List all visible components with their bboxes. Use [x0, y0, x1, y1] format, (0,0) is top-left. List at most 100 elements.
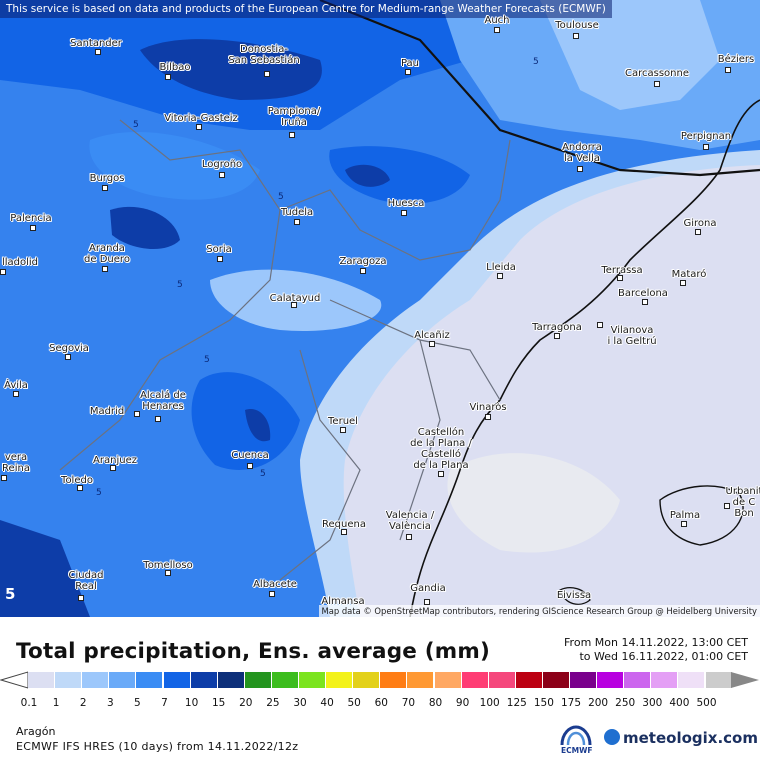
city-label-vitoria: Vitoria-Gasteiz [164, 113, 238, 124]
city-label-eivissa: Eivissa [556, 590, 592, 601]
chart-title: Total precipitation, Ens. average (mm) [16, 639, 491, 664]
scale-tick-label: 150 [533, 697, 554, 709]
city-label-ciudad-real: Ciudad Real [68, 570, 104, 592]
city-marker [294, 219, 300, 225]
scale-tick-label: 500 [696, 697, 717, 709]
city-label-talavera: vera Reina [2, 452, 30, 474]
city-label-lleida: Lleida [486, 262, 516, 273]
scale-tick-label: 7 [161, 697, 168, 709]
city-marker [406, 534, 412, 540]
contour-label: 5 [96, 488, 102, 498]
city-label-terrassa: Terrassa [601, 265, 643, 276]
city-label-urbanitzacio: Urbanit de C Bon [725, 486, 760, 519]
city-label-tarragona: Tarragona [532, 322, 582, 333]
color-swatch [299, 672, 325, 688]
city-label-teruel: Teruel [328, 416, 358, 427]
city-label-huesca: Huesca [387, 198, 425, 209]
city-label-avila: Ávila [4, 380, 28, 391]
color-swatch [542, 672, 569, 688]
city-marker [554, 333, 560, 339]
color-swatch [136, 672, 163, 688]
map-canvas [0, 0, 760, 617]
city-label-toledo: Toledo [61, 475, 93, 486]
ecmwf-logo-icon [560, 725, 592, 746]
color-swatch [326, 672, 353, 688]
city-label-calatayud: Calatayud [269, 293, 321, 304]
scale-tick-label: 80 [428, 697, 443, 709]
scale-tick-label: 300 [642, 697, 663, 709]
color-swatch [380, 672, 407, 688]
city-label-almansa: Almansa [321, 596, 365, 607]
scale-tick-label: 30 [293, 697, 307, 709]
city-label-aranjuez: Aranjuez [93, 455, 137, 466]
ecmwf-logo-text: ECMWF [561, 746, 593, 755]
scale-tick-label: 250 [615, 697, 636, 709]
city-marker [494, 27, 500, 33]
scale-tick-label: 1 [52, 697, 60, 709]
city-marker [102, 266, 108, 272]
city-marker [247, 463, 253, 469]
city-label-vinaros: Vinaròs [469, 402, 507, 413]
scale-tick-label: 5 [134, 697, 141, 709]
color-swatch [488, 672, 515, 688]
scale-tick-label: 125 [506, 697, 527, 709]
city-label-perpignan: Perpignan [680, 131, 732, 142]
city-marker [681, 521, 687, 527]
city-marker [269, 591, 275, 597]
city-label-burgos: Burgos [89, 173, 125, 184]
city-label-vilanova: Vilanova i la Geltrú [607, 325, 657, 347]
color-swatch [407, 672, 434, 688]
city-marker [1, 475, 7, 481]
scale-tick-label: 60 [374, 697, 388, 709]
color-swatch [515, 672, 542, 688]
city-marker [485, 414, 491, 420]
city-marker [401, 210, 407, 216]
period-from: From Mon 14.11.2022, 13:00 CET [564, 636, 748, 649]
scale-tick-label: 400 [669, 697, 690, 709]
city-marker [65, 354, 71, 360]
meteologix-icon[interactable] [604, 729, 620, 745]
contour-label: 5 [133, 120, 139, 130]
contour-label: 5 [533, 57, 539, 67]
city-marker [217, 256, 223, 262]
city-marker [134, 411, 140, 417]
contour-label: 5 [177, 280, 183, 290]
color-scale-bar [0, 670, 760, 690]
scale-tick-label: 70 [401, 697, 416, 709]
city-marker [680, 280, 686, 286]
city-label-logrono: Logroño [201, 159, 243, 170]
legend-panel: Total precipitation, Ens. average (mm) F… [0, 617, 760, 760]
city-label-aranda: Aranda de Duero [84, 243, 130, 265]
contour-label: 5 [278, 192, 284, 202]
scale-tick-label: 3 [106, 697, 114, 709]
precipitation-map[interactable]: This service is based on data and produc… [0, 0, 760, 617]
city-label-madrid: Madrid [89, 406, 125, 417]
city-label-donostia: Donostia- San Sebastián [228, 44, 300, 66]
city-marker [219, 172, 225, 178]
city-label-segovia: Segovia [49, 343, 89, 354]
city-marker [165, 570, 171, 576]
scale-tick-label: 0.1 [20, 697, 38, 709]
city-marker [341, 529, 347, 535]
city-marker [360, 268, 366, 274]
scale-tick-label: 15 [212, 697, 226, 709]
color-swatch [28, 672, 54, 688]
scale-tick-label: 50 [347, 697, 361, 709]
city-marker [110, 465, 116, 471]
city-label-pamplona: Pamplona/ Iruña [267, 106, 321, 128]
city-marker [13, 391, 19, 397]
city-marker [654, 81, 660, 87]
city-marker [617, 275, 623, 281]
city-label-zaragoza: Zaragoza [339, 256, 387, 267]
city-marker [577, 166, 583, 172]
city-label-santander: Santander [70, 38, 122, 49]
city-marker [165, 74, 171, 80]
city-label-barcelona: Barcelona [618, 288, 668, 299]
color-swatch [597, 672, 624, 688]
color-swatch [705, 672, 732, 688]
scale-tick-label: 2 [79, 697, 87, 709]
meteologix-brand[interactable]: meteologix.com [623, 729, 758, 747]
scale-tick-label: 10 [184, 697, 199, 709]
color-swatch [109, 672, 136, 688]
city-label-alcaniz: Alcañiz [414, 330, 450, 341]
